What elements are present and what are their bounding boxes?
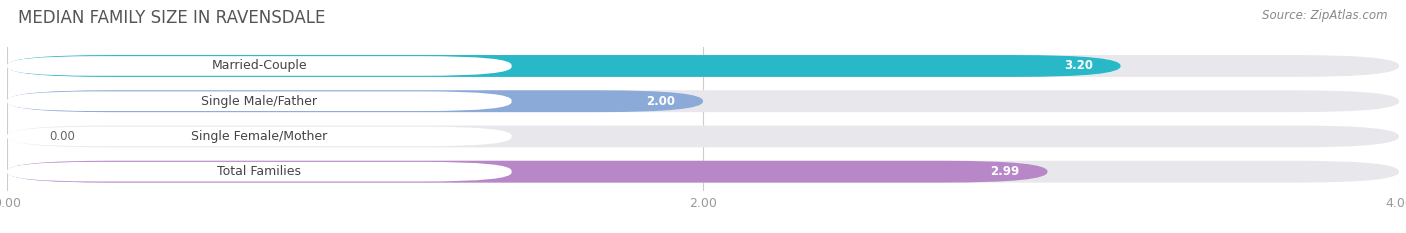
Text: 0.00: 0.00 (49, 130, 75, 143)
FancyBboxPatch shape (7, 55, 1399, 77)
FancyBboxPatch shape (7, 56, 512, 76)
FancyBboxPatch shape (7, 126, 1399, 147)
Text: 2.99: 2.99 (990, 165, 1019, 178)
Text: Source: ZipAtlas.com: Source: ZipAtlas.com (1263, 9, 1388, 22)
Text: Single Female/Mother: Single Female/Mother (191, 130, 328, 143)
FancyBboxPatch shape (7, 162, 512, 182)
FancyBboxPatch shape (7, 161, 1399, 183)
FancyBboxPatch shape (7, 90, 703, 112)
Text: Married-Couple: Married-Couple (211, 59, 307, 72)
Text: Single Male/Father: Single Male/Father (201, 95, 318, 108)
Text: 3.20: 3.20 (1064, 59, 1092, 72)
FancyBboxPatch shape (7, 127, 512, 146)
FancyBboxPatch shape (7, 91, 512, 111)
Text: 2.00: 2.00 (647, 95, 675, 108)
FancyBboxPatch shape (7, 55, 1121, 77)
Text: Total Families: Total Families (218, 165, 301, 178)
FancyBboxPatch shape (7, 90, 1399, 112)
FancyBboxPatch shape (7, 161, 1047, 183)
Text: MEDIAN FAMILY SIZE IN RAVENSDALE: MEDIAN FAMILY SIZE IN RAVENSDALE (18, 9, 326, 27)
